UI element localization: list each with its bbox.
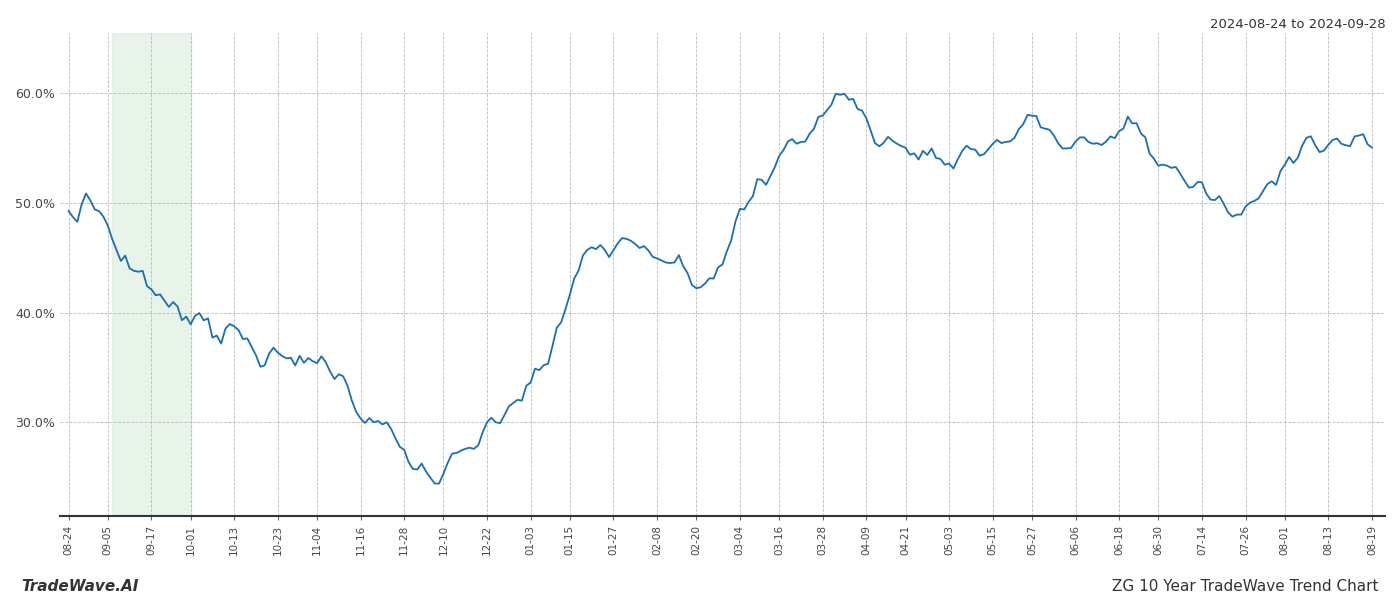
Text: TradeWave.AI: TradeWave.AI: [21, 579, 139, 594]
Text: 2024-08-24 to 2024-09-28: 2024-08-24 to 2024-09-28: [1211, 18, 1386, 31]
Bar: [112, 33, 190, 516]
Text: ZG 10 Year TradeWave Trend Chart: ZG 10 Year TradeWave Trend Chart: [1113, 579, 1379, 594]
